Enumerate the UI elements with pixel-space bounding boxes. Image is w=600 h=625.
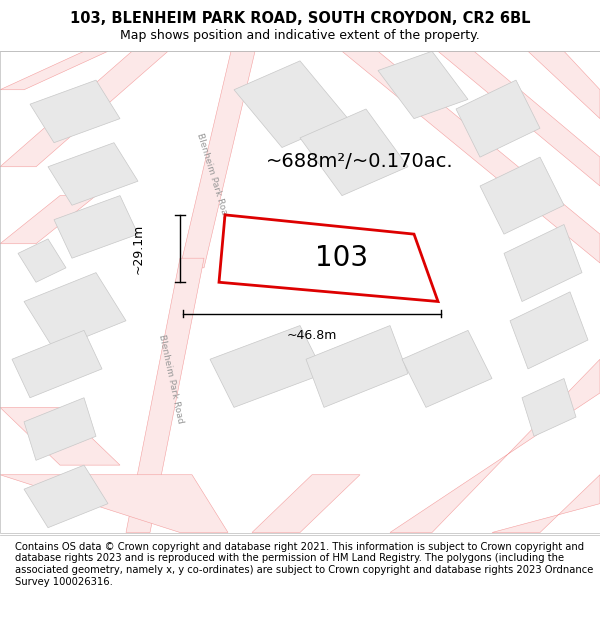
- Polygon shape: [456, 80, 540, 157]
- Polygon shape: [18, 239, 66, 282]
- Polygon shape: [510, 292, 588, 369]
- Text: ~29.1m: ~29.1m: [131, 223, 145, 274]
- Polygon shape: [24, 272, 126, 349]
- Polygon shape: [0, 475, 228, 532]
- Polygon shape: [390, 359, 600, 532]
- Polygon shape: [210, 326, 324, 408]
- Polygon shape: [504, 224, 582, 301]
- Polygon shape: [48, 142, 138, 205]
- Polygon shape: [378, 51, 468, 119]
- Polygon shape: [0, 51, 108, 90]
- Polygon shape: [528, 51, 600, 119]
- Polygon shape: [438, 51, 600, 186]
- Polygon shape: [0, 51, 168, 167]
- Polygon shape: [24, 465, 108, 528]
- Polygon shape: [0, 408, 120, 465]
- Text: 103, BLENHEIM PARK ROAD, SOUTH CROYDON, CR2 6BL: 103, BLENHEIM PARK ROAD, SOUTH CROYDON, …: [70, 11, 530, 26]
- Polygon shape: [30, 80, 120, 142]
- Text: ~46.8m: ~46.8m: [287, 329, 337, 342]
- Polygon shape: [252, 475, 360, 532]
- Polygon shape: [219, 215, 438, 301]
- Polygon shape: [54, 196, 138, 258]
- Polygon shape: [126, 258, 204, 532]
- Polygon shape: [12, 331, 102, 398]
- Polygon shape: [300, 109, 408, 196]
- Polygon shape: [0, 196, 96, 244]
- Text: ~688m²/~0.170ac.: ~688m²/~0.170ac.: [266, 152, 454, 171]
- Polygon shape: [342, 51, 600, 263]
- Polygon shape: [24, 398, 96, 460]
- Polygon shape: [402, 331, 492, 408]
- Polygon shape: [180, 51, 255, 268]
- Polygon shape: [492, 475, 600, 532]
- Text: Blenheim Park Road: Blenheim Park Road: [157, 333, 185, 424]
- Polygon shape: [480, 157, 564, 234]
- Polygon shape: [306, 326, 408, 408]
- Text: Blenheim Park Road: Blenheim Park Road: [196, 132, 230, 221]
- Polygon shape: [234, 61, 348, 148]
- Text: 103: 103: [316, 244, 368, 272]
- Text: Contains OS data © Crown copyright and database right 2021. This information is : Contains OS data © Crown copyright and d…: [15, 542, 593, 586]
- Polygon shape: [522, 379, 576, 436]
- Text: Map shows position and indicative extent of the property.: Map shows position and indicative extent…: [120, 29, 480, 42]
